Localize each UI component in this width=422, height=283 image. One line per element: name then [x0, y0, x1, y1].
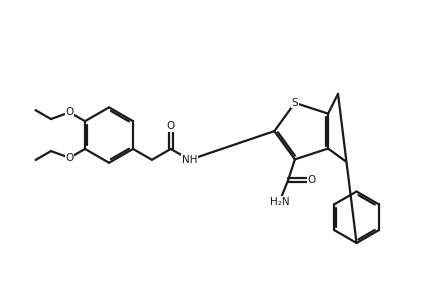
Text: H₂N: H₂N: [271, 197, 290, 207]
Text: NH: NH: [182, 155, 197, 165]
Text: O: O: [65, 107, 74, 117]
Text: S: S: [292, 98, 298, 108]
Text: O: O: [308, 175, 316, 185]
Text: O: O: [167, 121, 175, 131]
Text: O: O: [65, 153, 74, 163]
